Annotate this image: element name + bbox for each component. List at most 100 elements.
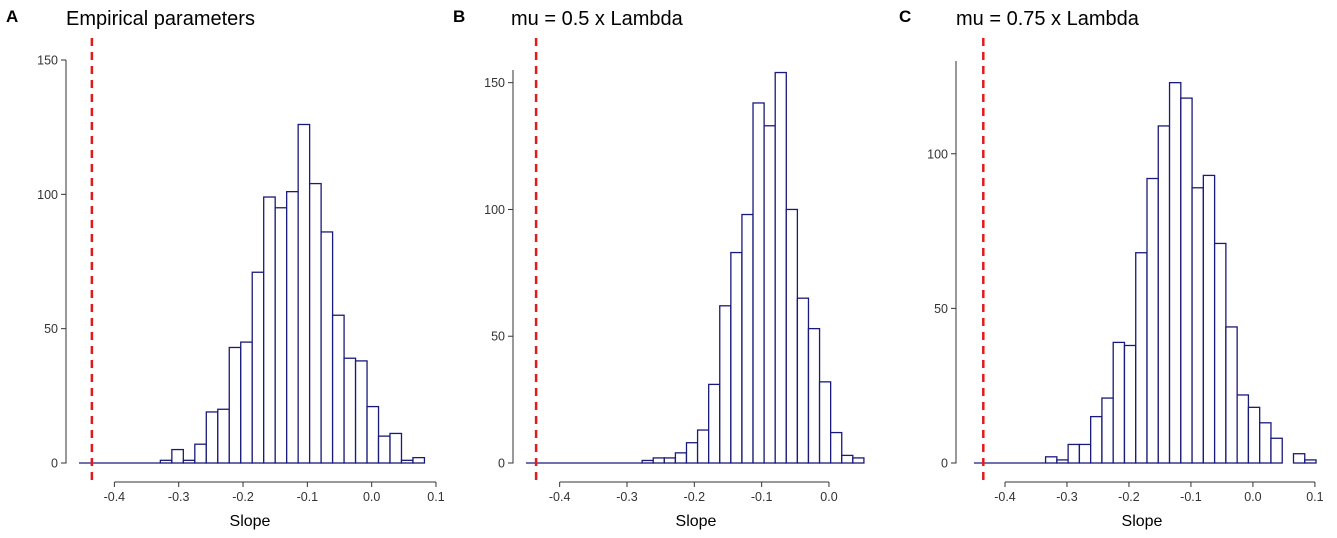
panel-b-title: mu = 0.5 x Lambda [511,8,684,30]
panel-c: C mu = 0.75 x Lambda Slope -0.4 -0.3 -0.2 -… [899,7,1324,530]
panel-b-y-tick-label: 150 [484,76,505,90]
panel-c-x-tick-label: -0.3 [1056,490,1078,504]
panel-b-x-tick-label: -0.2 [684,490,706,504]
panel-b-x-tick-label: 0.0 [820,490,837,504]
panel-a-histogram-bar [412,456,426,464]
panel-a-histogram-bar [320,231,334,464]
panel-a-histogram-bar [377,435,391,464]
panel-a-x-tick-label: -0.2 [232,490,254,504]
panel-c-histogram-bar [1044,456,1058,464]
panel-a-histogram-bar [251,271,265,464]
panel-b-histogram-bar [641,459,654,464]
panel-c-title: mu = 0.75 x Lambda [956,8,1140,30]
panel-c-histogram-bar [1259,422,1272,464]
panel-b-histogram-bar [652,457,665,464]
panel-c-histogram-bar [1213,242,1227,464]
panel-c-histogram-bar [1247,406,1261,464]
panel-a-histogram-bar [205,411,219,464]
panel-c-histogram-bar [1146,177,1159,464]
panel-b-histogram-bar [841,454,854,464]
panel-b-y-tick-label: 100 [484,203,505,217]
panel-c-histogram-bar [1135,252,1148,464]
panel-b-histogram-bar [818,381,832,464]
panel-c-histogram-bar [1067,443,1081,464]
panel-a-x-tick-label: 0.0 [363,490,380,504]
panel-a-histogram-bar [331,314,345,464]
panel-c-x-tick-label: -0.2 [1118,490,1140,504]
panel-a-histogram-bar [400,459,414,464]
panel-b-histogram-bar [763,125,776,464]
panel-c-histogram-bar [1112,341,1126,464]
panel-a-histogram-bar [343,357,357,464]
panel-a-histogram-bar [366,405,380,464]
panel-a-histogram-bar [194,443,207,464]
panel-a-x-axis-title: Slope [230,513,271,530]
panel-a-histogram-bar [171,448,184,464]
panel-b-histogram-bar [807,327,821,464]
panel-c-x-tick-label: 0.0 [1244,490,1261,504]
panel-c-histogram-bar [1056,459,1069,464]
panel-c-x-tick-label: -0.1 [1180,490,1202,504]
panel-b-histogram-bar [774,71,787,464]
panel-b-histogram-bar [663,457,677,464]
panel-b-y-tick-label: 0 [498,457,505,471]
panel-c-histogram-bar [1078,443,1092,464]
panel-a-histogram-bar [274,207,288,464]
panel-a-histogram-bar [286,190,299,464]
panel-c-x-axis-title: Slope [1122,513,1163,530]
panel-a-histogram-bar [389,432,403,464]
panel-b-x-axis-title: Slope [676,513,717,530]
panel-a-y-tick-label: 0 [51,457,58,471]
panel-a-histogram-bar [228,346,242,464]
panel-a-x-tick-label: 0.1 [427,490,444,504]
panel-a-y-tick-label: 100 [37,188,58,202]
panel-a-histogram-bar [263,196,276,464]
panel-b-histogram-bar [674,452,688,464]
panel-a-letter: A [6,7,18,26]
panel-c-histogram-bar [1101,397,1114,464]
panel-a-histogram-bar [182,459,196,464]
panel-a: A Empirical parameters Slope -0.4 -0.3 -0.… [6,7,445,530]
panel-b-histogram-bar [829,431,843,464]
panel-c-x-tick-label: -0.4 [994,490,1016,504]
panel-b-histogram-bar [741,213,754,464]
panel-a-title: Empirical parameters [66,8,255,30]
panel-c-histogram-bar [1292,453,1306,464]
panel-b-histogram-bar [730,251,743,464]
panel-c-histogram-bar [1236,394,1250,464]
panel-b-histogram-bar [708,383,721,464]
panel-b-histogram-bar [696,429,710,464]
panel-c-histogram-bar [1191,187,1204,464]
panel-b-x-tick-label: -0.1 [751,490,773,504]
panel-c-histogram-bar [1090,415,1103,464]
panel-b-histogram-bar [719,305,732,464]
panel-a-histogram-bar [217,408,230,464]
panel-c-histogram-bar [1304,459,1317,464]
panel-c-histogram-bar [1123,344,1137,464]
panel-b-y-tick-label: 50 [491,330,505,344]
panel-b-letter: B [453,7,465,26]
panel-c-letter: C [899,7,911,26]
panel-c-histogram-bar [1168,81,1182,464]
panel-a-y-tick-label: 50 [44,322,58,336]
panel-a-histogram-bar [354,360,368,464]
panel-b-histogram-bar [685,442,699,464]
panel-b-histogram-bar [785,208,799,464]
panel-b-histogram-bar [752,102,765,464]
panel-c-x-tick-label: 0.1 [1306,490,1323,504]
panel-c-histogram-bar [1157,125,1171,464]
panel-a-histogram-bar [159,459,173,464]
panel-b-histogram-bar [796,297,810,464]
panel-a-histogram-bar [308,182,322,464]
panel-a-x-tick-label: -0.1 [297,490,319,504]
panel-c-histogram-bar [1202,174,1216,464]
panel-a-x-tick-label: -0.3 [168,490,190,504]
panel-b-histogram-bar [852,457,865,464]
panel-c-y-tick-label: 100 [927,147,948,161]
panel-c-y-tick-label: 0 [941,457,948,471]
panel-a-x-tick-label: -0.4 [104,490,126,504]
panel-b-x-tick-label: -0.3 [616,490,638,504]
panel-b-x-tick-label: -0.4 [549,490,571,504]
panel-c-histogram-bar [1225,326,1238,464]
